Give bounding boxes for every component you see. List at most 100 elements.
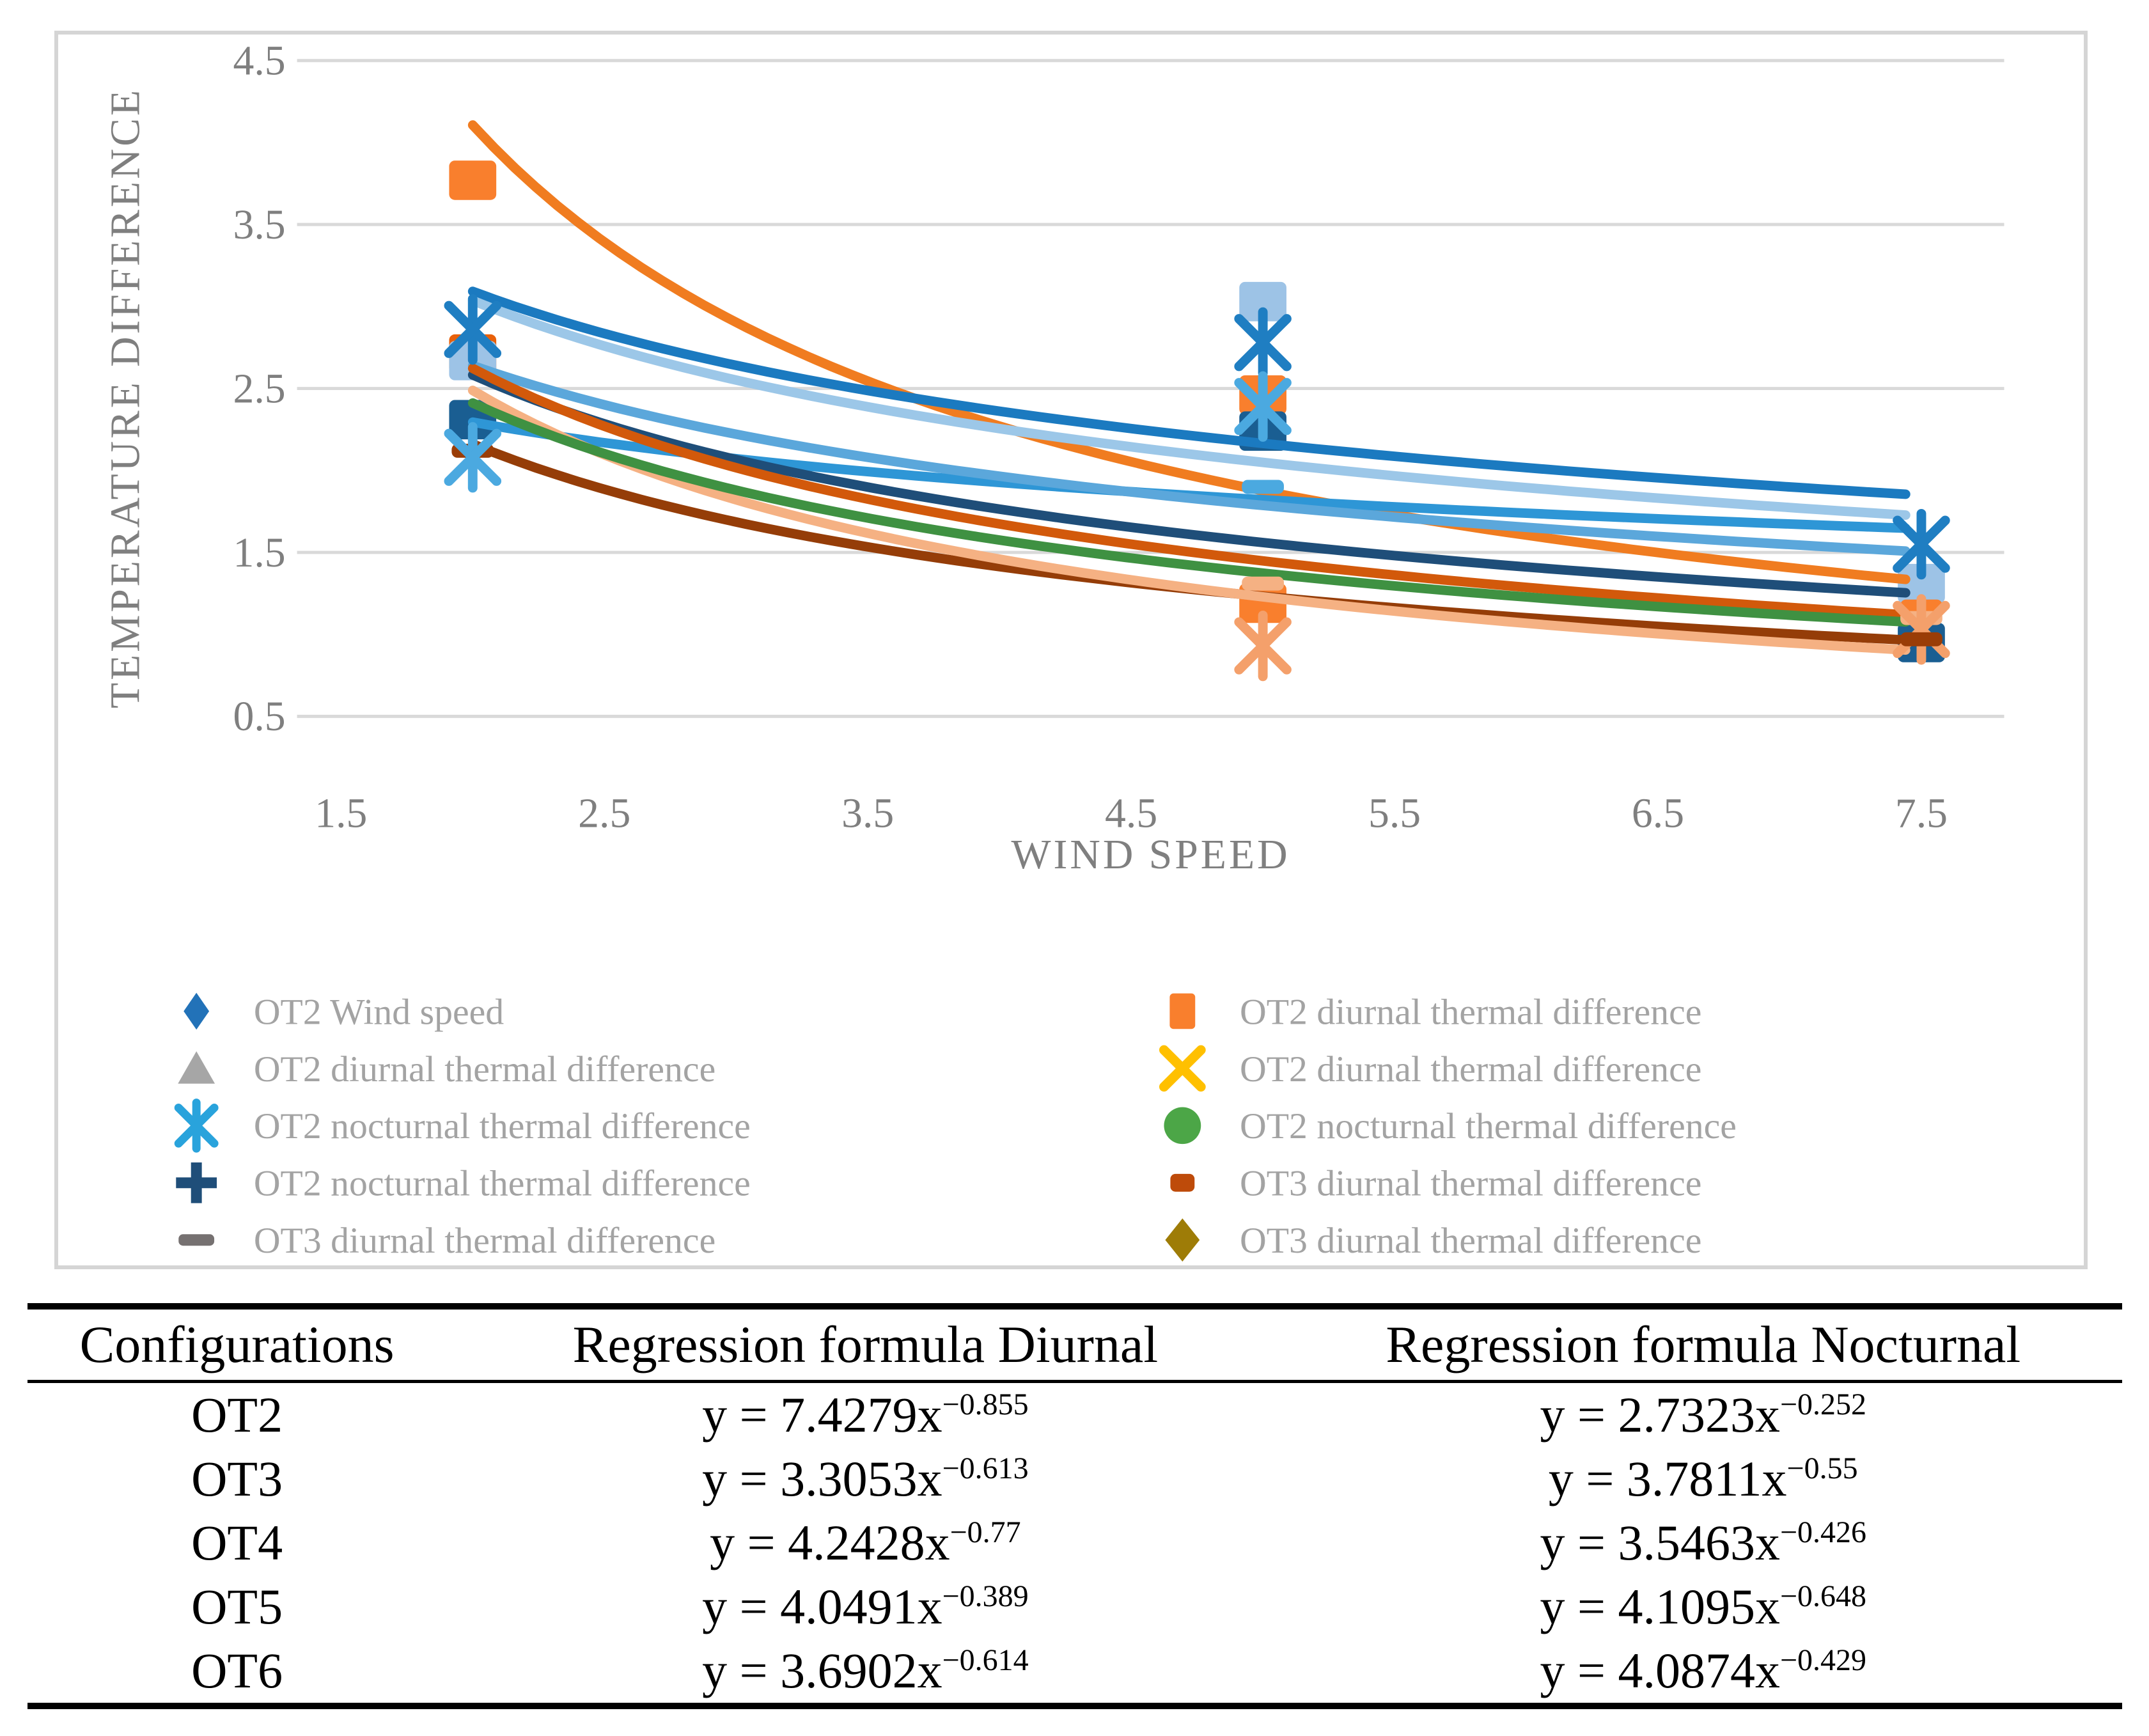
scatter-asterisk xyxy=(1234,314,1292,371)
chart-legend: OT2 Wind speed OT2 diurnal thermal diffe… xyxy=(174,992,1737,1262)
trendline-OT4-diurnal xyxy=(467,386,1911,655)
x-tick-label: 1.5 xyxy=(315,790,367,836)
scatter-asterisk xyxy=(444,428,502,486)
legend-label: OT3 diurnal thermal difference xyxy=(254,1221,715,1261)
scatter-asterisk xyxy=(1234,378,1292,435)
table-header-rule xyxy=(27,1380,2122,1383)
trendline-OT5-nocturnal xyxy=(467,363,1911,620)
regression-table: Configurations Regression formula Diurna… xyxy=(27,1303,2122,1709)
scatter-asterisk xyxy=(444,301,502,358)
table-row: OT2 y = 7.4279x−0.855 y = 2.7323x−0.252 xyxy=(27,1383,2122,1447)
formula-base: y = 3.3053x xyxy=(702,1451,942,1506)
legend-asterisk xyxy=(174,1103,219,1148)
legend-label: OT3 diurnal thermal difference xyxy=(1240,1221,1701,1261)
table-row: OT4 y = 4.2428x−0.77 y = 3.5463x−0.426 xyxy=(27,1511,2122,1575)
scatter-dash xyxy=(1242,576,1284,591)
config-cell: OT5 xyxy=(191,1579,283,1634)
scatter-asterisk xyxy=(1234,617,1292,675)
nocturnal-formula-cell: y = 2.7323x−0.252 xyxy=(1285,1386,2122,1444)
formula-exponent: −0.429 xyxy=(1779,1643,1867,1677)
chart-canvas: 0.5 1.5 2.5 3.5 4.5 1.5 2.5 3.5 4.5 5.5 6.5 7.5 TEM… xyxy=(102,38,2004,1262)
trendline-curves xyxy=(467,120,1911,655)
legend-label: OT2 diurnal thermal difference xyxy=(1240,1049,1701,1090)
legend-square xyxy=(1169,993,1196,1029)
table-row: OT6 y = 3.6902x−0.614 y = 4.0874x−0.429 xyxy=(27,1639,2122,1703)
diurnal-formula-cell: y = 4.2428x−0.77 xyxy=(446,1514,1284,1572)
table-bottom-rule xyxy=(27,1703,2122,1709)
config-cell: OT3 xyxy=(191,1451,283,1506)
table-top-rule xyxy=(27,1303,2122,1310)
header-configurations: Configurations xyxy=(79,1315,395,1373)
trendline-OT2-diurnal xyxy=(467,120,1911,584)
diurnal-formula-cell: y = 7.4279x−0.855 xyxy=(446,1386,1284,1444)
formula-base: y = 3.5463x xyxy=(1540,1515,1780,1570)
table-row: OT3 y = 3.3053x−0.613 y = 3.7811x−0.55 xyxy=(27,1447,2122,1511)
axis-tick-labels: 0.5 1.5 2.5 3.5 4.5 1.5 2.5 3.5 4.5 5.5 6.5 7.5 xyxy=(233,38,1948,837)
formula-base: y = 3.6902x xyxy=(702,1643,942,1698)
trendline-OT6-nocturnal xyxy=(467,295,1911,520)
y-tick-label: 2.5 xyxy=(233,365,285,412)
formula-exponent: −0.389 xyxy=(942,1579,1029,1613)
formula-base: y = 7.4279x xyxy=(702,1387,942,1443)
formula-base: y = 4.1095x xyxy=(1540,1579,1780,1634)
nocturnal-formula-cell: y = 4.1095x−0.648 xyxy=(1285,1578,2122,1636)
legend-label: OT2 nocturnal thermal difference xyxy=(1240,1106,1737,1146)
x-tick-label: 5.5 xyxy=(1368,790,1421,836)
x-tick-label: 3.5 xyxy=(841,790,894,836)
formula-exponent: −0.252 xyxy=(1779,1388,1867,1421)
x-tick-label: 4.5 xyxy=(1105,790,1157,836)
scatter-dash xyxy=(1900,632,1942,646)
scatter-square xyxy=(449,160,497,200)
y-axis-title: TEMPERATURE DIFFERENCE xyxy=(102,88,148,708)
legend-marker-icons xyxy=(174,992,1206,1262)
legend-label: OT2 nocturnal thermal difference xyxy=(254,1106,751,1146)
trendline-OT4-nocturnal xyxy=(467,361,1911,556)
legend-label: OT3 diurnal thermal difference xyxy=(1240,1164,1701,1204)
diurnal-formula-cell: y = 3.3053x−0.613 xyxy=(446,1450,1284,1508)
formula-exponent: −0.426 xyxy=(1779,1515,1867,1549)
scatter-square xyxy=(1239,281,1286,322)
y-tick-label: 3.5 xyxy=(233,201,285,248)
header-nocturnal: Regression formula Nocturnal xyxy=(1386,1315,2021,1373)
y-tick-label: 4.5 xyxy=(233,38,285,84)
header-diurnal: Regression formula Diurnal xyxy=(572,1315,1159,1373)
nocturnal-formula-cell: y = 3.7811x−0.55 xyxy=(1285,1450,2122,1508)
x-tick-label: 2.5 xyxy=(578,790,630,836)
formula-exponent: −0.614 xyxy=(942,1643,1029,1677)
legend-label: OT2 diurnal thermal difference xyxy=(254,1049,715,1090)
config-cell: OT4 xyxy=(191,1515,283,1570)
formula-base: y = 4.0874x xyxy=(1540,1643,1780,1698)
config-cell: OT2 xyxy=(191,1387,283,1443)
scatter-top-markers xyxy=(444,294,1950,682)
formula-exponent: −0.855 xyxy=(942,1388,1029,1421)
diurnal-formula-cell: y = 4.0491x−0.389 xyxy=(446,1578,1284,1636)
legend-label: OT2 nocturnal thermal difference xyxy=(254,1164,751,1204)
formula-base: y = 4.2428x xyxy=(710,1515,950,1570)
legend-small-square xyxy=(1170,1173,1195,1192)
formula-exponent: −0.613 xyxy=(942,1451,1029,1485)
diurnal-formula-cell: y = 3.6902x−0.614 xyxy=(446,1642,1284,1700)
formula-base: y = 2.7323x xyxy=(1540,1387,1780,1443)
chart-figure: 0.5 1.5 2.5 3.5 4.5 1.5 2.5 3.5 4.5 5.5 6.5 7.5 TEM… xyxy=(54,31,2088,1269)
legend-diamond xyxy=(184,992,210,1030)
formula-exponent: −0.648 xyxy=(1779,1579,1867,1613)
trendline-OT5-diurnal xyxy=(467,286,1911,499)
legend-label: OT2 diurnal thermal difference xyxy=(1240,992,1701,1032)
x-tick-label: 7.5 xyxy=(1895,790,1948,836)
table-row: OT5 y = 4.0491x−0.389 y = 4.1095x−0.648 xyxy=(27,1575,2122,1639)
legend-x xyxy=(1159,1045,1206,1092)
trendline-OT6-diurnal xyxy=(467,398,1911,627)
config-cell: OT6 xyxy=(191,1643,283,1698)
scatter-asterisk xyxy=(1893,515,1950,573)
nocturnal-formula-cell: y = 3.5463x−0.426 xyxy=(1285,1514,2122,1572)
table-header-row: Configurations Regression formula Diurna… xyxy=(27,1310,2122,1380)
legend-dash xyxy=(178,1234,215,1246)
formula-exponent: −0.55 xyxy=(1786,1451,1858,1485)
y-tick-label: 1.5 xyxy=(233,529,285,576)
nocturnal-formula-cell: y = 4.0874x−0.429 xyxy=(1285,1642,2122,1700)
formula-base: y = 4.0491x xyxy=(702,1579,942,1634)
y-tick-label: 0.5 xyxy=(233,693,285,740)
legend-diamond xyxy=(1165,1218,1200,1262)
x-tick-label: 6.5 xyxy=(1632,790,1684,836)
